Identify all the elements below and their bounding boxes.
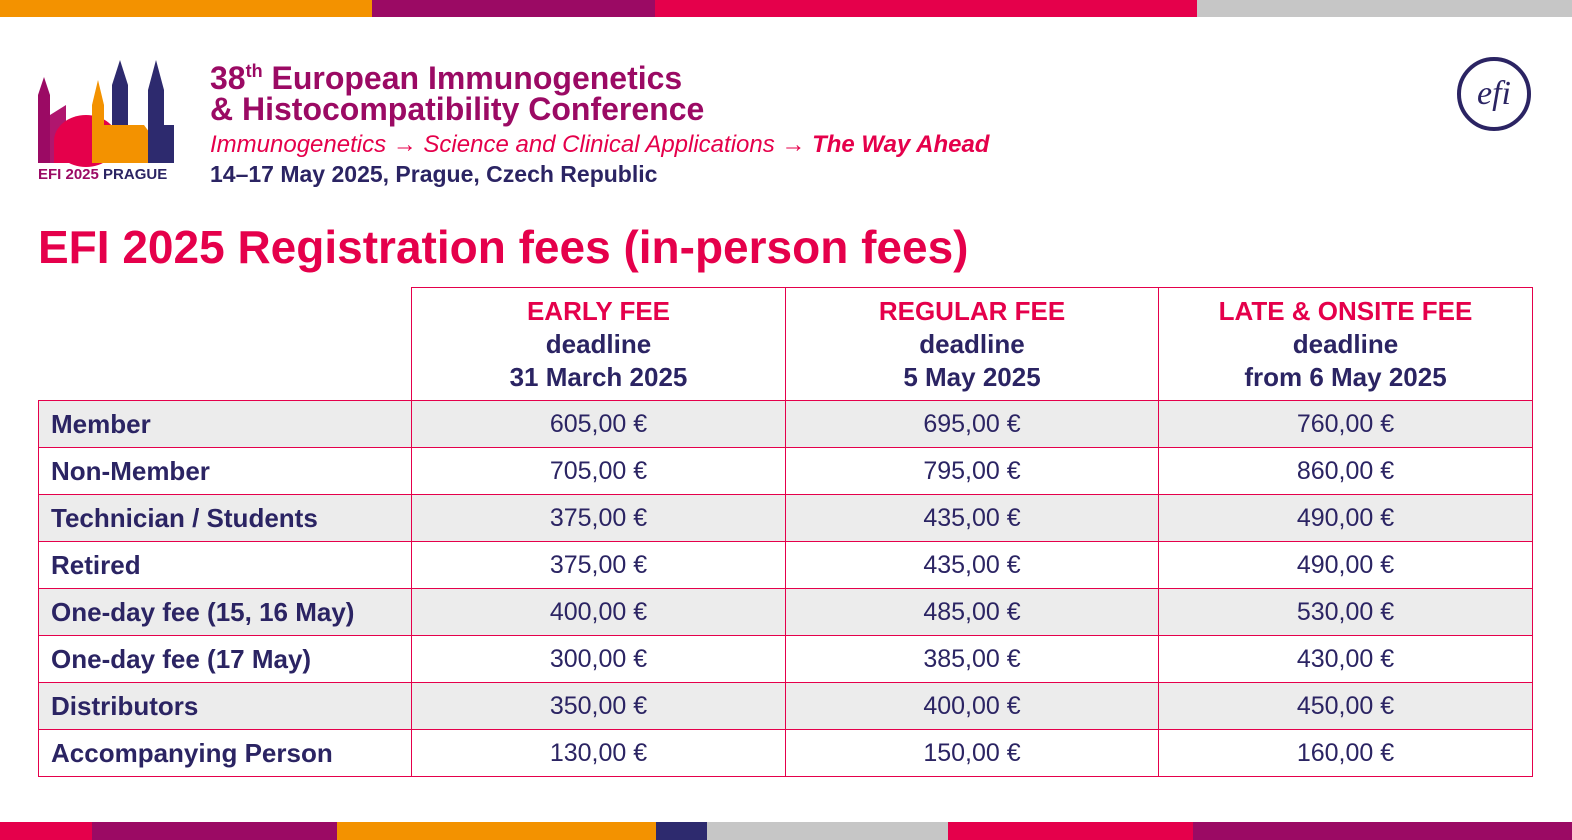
color-bar <box>1197 0 1572 17</box>
color-bar <box>656 822 707 840</box>
column-name: EARLY FEE <box>526 295 671 326</box>
fee-cell: 375,00 € <box>411 541 786 589</box>
conference-title: 38th European Immunogenetics <box>210 52 682 97</box>
column-header: LATE & ONSITE FEE deadline from 6 May 2025 <box>1158 287 1533 401</box>
fee-cell: 300,00 € <box>411 635 786 683</box>
logo-skyline <box>38 60 174 167</box>
color-bar <box>0 822 92 840</box>
row-label: Distributors <box>38 682 412 730</box>
fee-cell: 385,00 € <box>785 635 1159 683</box>
row-label: Technician / Students <box>38 494 412 542</box>
fee-cell: 860,00 € <box>1158 447 1533 495</box>
tagline-emphasis: The Way Ahead <box>812 131 990 158</box>
fee-cell: 435,00 € <box>785 494 1159 542</box>
table-row: Accompanying Person 130,00 €150,00 €160,0… <box>38 729 1533 777</box>
color-bar <box>92 822 337 840</box>
logo-text: EFI 2025 PRAGUE <box>38 166 167 183</box>
color-bar <box>655 0 1197 17</box>
fee-cell: 450,00 € <box>1158 682 1533 730</box>
ordinal-suffix: th <box>245 61 263 81</box>
tagline-text: Immunogenetics → Science and Clinical Ap… <box>210 131 806 158</box>
fee-cell: 160,00 € <box>1158 729 1533 777</box>
tagline: Immunogenetics → Science and Clinical Ap… <box>210 131 989 159</box>
table-row: Member 605,00 €695,00 €760,00 € <box>38 400 1533 448</box>
fee-cell: 695,00 € <box>785 400 1159 448</box>
logo-city: PRAGUE <box>103 166 168 183</box>
table-row: One-day fee (15, 16 May) 400,00 €485,00 €… <box>38 588 1533 636</box>
fee-cell: 400,00 € <box>785 682 1159 730</box>
table-row: One-day fee (17 May) 300,00 €385,00 €430,… <box>38 635 1533 683</box>
efi-logo-text: efi <box>1477 75 1511 112</box>
deadline-date: from 6 May 2025 <box>1244 361 1447 392</box>
deadline-date: 5 May 2025 <box>903 361 1041 392</box>
fee-cell: 605,00 € <box>411 400 786 448</box>
column-name: REGULAR FEE <box>878 295 1066 326</box>
column-header: REGULAR FEE deadline 5 May 2025 <box>785 287 1159 401</box>
color-bar <box>372 0 655 17</box>
fee-cell: 400,00 € <box>411 588 786 636</box>
fee-cell: 705,00 € <box>411 447 786 495</box>
logo-year: EFI 2025 <box>38 166 99 183</box>
title-line: European Immunogenetics <box>271 60 683 96</box>
column-name: LATE & ONSITE FEE <box>1218 295 1473 326</box>
table-row: Technician / Students 375,00 €435,00 €490… <box>38 494 1533 542</box>
table-row: Distributors 350,00 €400,00 €450,00 € <box>38 682 1533 730</box>
fee-cell: 350,00 € <box>411 682 786 730</box>
row-label: Non-Member <box>38 447 412 495</box>
column-header: EARLY FEE deadline 31 March 2025 <box>411 287 786 401</box>
ordinal: 38 <box>210 60 246 96</box>
fee-cell: 485,00 € <box>785 588 1159 636</box>
table-row: Non-Member 705,00 €795,00 €860,00 € <box>38 447 1533 495</box>
color-bar <box>0 0 372 17</box>
row-label: Retired <box>38 541 412 589</box>
empty-cell <box>38 287 412 401</box>
dates: 14–17 May 2025, Prague, Czech Republic <box>210 161 658 187</box>
efi-logo: efi <box>1457 57 1531 131</box>
fee-table: EARLY FEE deadline 31 March 2025 REGULAR FE… <box>38 287 1533 777</box>
table-row: Retired 375,00 €435,00 €490,00 € <box>38 541 1533 589</box>
row-label: Accompanying Person <box>38 729 412 777</box>
fee-cell: 130,00 € <box>411 729 786 777</box>
fee-cell: 490,00 € <box>1158 494 1533 542</box>
fee-cell: 430,00 € <box>1158 635 1533 683</box>
fee-cell: 760,00 € <box>1158 400 1533 448</box>
deadline-date: 31 March 2025 <box>509 361 688 392</box>
deadline-label: deadline <box>1292 328 1399 359</box>
fee-cell: 530,00 € <box>1158 588 1533 636</box>
title-line: & Histocompatibility Conference <box>210 91 705 127</box>
fee-cell: 435,00 € <box>785 541 1159 589</box>
row-label: One-day fee (17 May) <box>38 635 412 683</box>
fee-cell: 150,00 € <box>785 729 1159 777</box>
row-label: One-day fee (15, 16 May) <box>38 588 412 636</box>
color-bar <box>1193 822 1572 840</box>
color-bar <box>337 822 656 840</box>
deadline-label: deadline <box>545 328 652 359</box>
table-title: EFI 2025 Registration fees (in-person fe… <box>38 221 969 273</box>
deadline-label: deadline <box>919 328 1025 359</box>
row-label: Member <box>38 400 412 448</box>
header-row: EARLY FEE deadline 31 March 2025 REGULAR FE… <box>38 287 1533 401</box>
color-bar <box>707 822 948 840</box>
fee-cell: 490,00 € <box>1158 541 1533 589</box>
fee-cell: 795,00 € <box>785 447 1159 495</box>
color-bar <box>948 822 1193 840</box>
fee-cell: 375,00 € <box>411 494 786 542</box>
